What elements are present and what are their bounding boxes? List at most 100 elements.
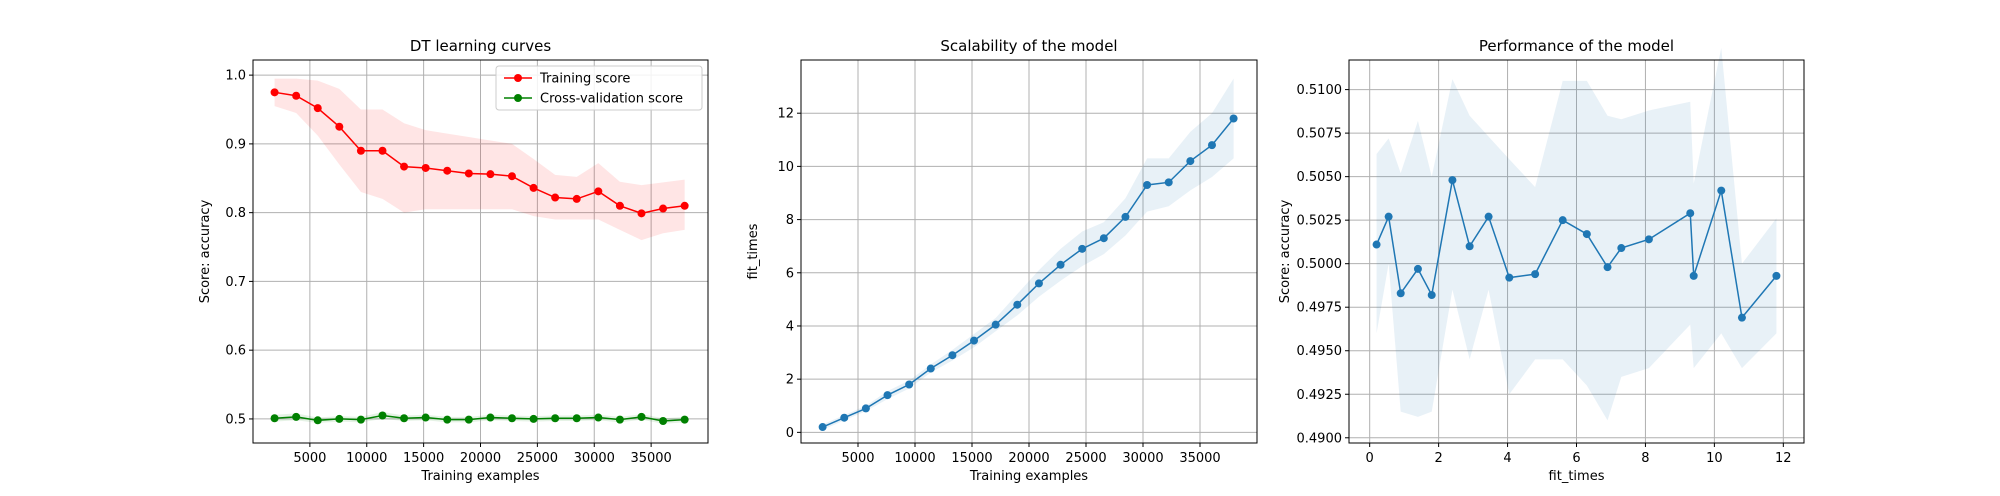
p0-series-1-point-6 [400,414,409,423]
p1-y-tick-label-0: 0 [786,426,794,441]
p2-series-0-point-3 [1413,264,1422,273]
p1-y-axis-label: fit_times [746,223,761,279]
p2-series-0-point-19 [1772,271,1781,280]
p0-legend-box [495,65,703,111]
p2-y-tick-label-5: 0.5025 [1297,214,1343,229]
p2-series-0-point-10 [1558,216,1567,225]
p2-y-tick-label-1: 0.4925 [1297,388,1343,403]
p0-series-1-point-18 [659,416,668,425]
p0-series-0-point-9 [464,169,473,178]
p0-y-tick-label-4: 0.9 [225,137,246,152]
p2-x-axis-label: fit_times [1549,469,1605,484]
p1-series-0-point-4 [905,380,914,389]
panel-performance: 0 2 4 6 8 10 12 0.4900 0.4925 0.4950 0.4975 0.5000 0… [1278,37,1805,484]
p0-legend-marker-0 [514,74,522,82]
p1-series-0-point-16 [1164,178,1173,187]
p0-series-1-point-13 [551,414,560,423]
p0-y-tick-label-0: 0.5 [225,412,246,427]
p1-x-tick-label-0: 5000 [841,451,874,466]
p2-y-tick-label-8: 0.5100 [1297,83,1343,98]
p2-x-tick-label-0: 0 [1366,451,1374,466]
p1-x-tick-label-1: 10000 [894,451,935,466]
p1-x-tick-label-5: 30000 [1122,451,1163,466]
p2-series-0-point-18 [1737,313,1746,322]
p0-series-1-point-8 [443,415,452,424]
p1-x-tick-label-2: 15000 [951,451,992,466]
p2-y-tick-label-6: 0.5050 [1297,170,1343,185]
p0-series-0-point-12 [529,183,538,192]
p0-series-0-point-2 [313,104,322,113]
p2-series-0-point-4 [1427,291,1436,300]
p1-series-0-point-9 [1013,300,1022,309]
p0-series-0-point-10 [486,170,495,179]
p0-series-1-point-17 [637,412,646,421]
p0-series-1-point-14 [572,414,581,423]
p2-series-0-point-1 [1384,212,1393,221]
p2-series-0-band [1376,47,1777,421]
p0-y-tick-label-3: 0.8 [225,206,246,221]
panel-scalability: 5000 10000 15000 20000 25000 30000 35000 0 2 4 6 8 1… [746,37,1258,484]
p2-series-0-point-6 [1465,242,1474,251]
p1-series-0-point-5 [926,364,935,373]
p0-x-axis-label: Training examples [420,469,539,484]
p0-series-0-point-5 [378,146,387,155]
p2-series-0-point-0 [1372,240,1381,249]
p0-series-1-point-15 [594,413,603,422]
p0-series-1-point-4 [356,415,365,424]
p1-y-tick-label-3: 6 [786,266,794,281]
p2-series-0-point-15 [1686,209,1695,218]
p2-series-0-point-14 [1644,235,1653,244]
p2-series-0-point-2 [1396,289,1405,298]
p1-series-0-point-2 [861,404,870,413]
p0-series-1-point-0 [270,414,279,423]
p2-series-0-point-17 [1717,186,1726,195]
p2-x-tick-label-1: 2 [1434,451,1442,466]
p1-series-0-point-3 [883,391,892,400]
p0-series-1-point-16 [615,415,624,424]
p1-y-tick-label-2: 4 [786,319,794,334]
p0-x-tick-label-2: 15000 [403,451,444,466]
p0-chart-title: DT learning curves [410,37,551,55]
p1-series-0-band [822,78,1234,430]
p1-series-0-point-15 [1143,181,1152,190]
p2-y-tick-label-3: 0.4975 [1297,301,1343,316]
p0-series-0-point-3 [335,122,344,131]
p2-series-0-point-5 [1448,176,1457,185]
p0-series-0-point-17 [637,209,646,218]
p1-series-0-point-14 [1121,212,1130,221]
p0-series-1-point-1 [292,412,301,421]
p0-series-0-point-0 [270,88,279,97]
p0-series-0-point-13 [551,193,560,202]
p1-series-0-point-17 [1186,157,1195,166]
p1-series-0-point-0 [818,423,827,432]
p2-x-tick-label-5: 10 [1706,451,1723,466]
p0-series-1-point-9 [464,415,473,424]
p0-legend-label-1: Cross-validation score [540,92,683,107]
p0-x-tick-label-3: 20000 [460,451,501,466]
p0-series-0-band [274,78,685,241]
p0-series-0-line [274,91,685,215]
p0-x-tick-label-6: 35000 [630,451,671,466]
p1-series-0-point-13 [1099,234,1108,243]
p2-series-0-point-9 [1531,270,1540,279]
p1-series-0-point-10 [1034,279,1043,288]
p0-legend-marker-1 [514,94,522,102]
p0-series-0-point-11 [507,172,516,181]
p0-series-1-point-5 [378,411,387,420]
panel-learning-curves: 5000 10000 15000 20000 25000 30000 35000 0.5 0.6… [198,37,709,484]
p0-y-axis-label: Score: accuracy [198,199,213,303]
p1-x-tick-label-3: 20000 [1008,451,1049,466]
p0-series-1-point-7 [421,413,430,422]
p0-series-1-point-2 [313,416,322,425]
p2-chart-title: Performance of the model [1479,37,1674,55]
p2-series-0-line [1375,179,1778,320]
p1-x-tick-label-4: 25000 [1065,451,1106,466]
p1-x-tick-label-6: 35000 [1179,451,1220,466]
p0-series-0-point-1 [292,91,301,100]
p2-y-tick-label-0: 0.4900 [1297,431,1343,446]
p1-x-axis-label: Training examples [969,469,1088,484]
p1-series-0-point-19 [1229,114,1238,123]
p0-series-1-point-12 [529,414,538,423]
p0-series-0-point-6 [400,162,409,171]
